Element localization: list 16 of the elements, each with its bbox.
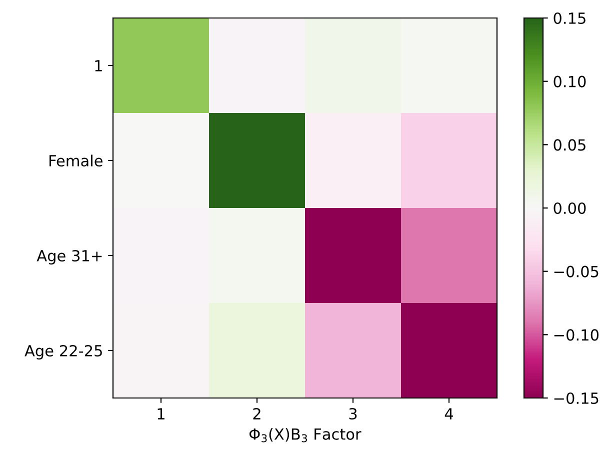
y-tick-label: Female <box>50 154 102 167</box>
color-bar-label: 0.10 <box>554 76 586 88</box>
color-bar-label: 0.00 <box>554 202 586 214</box>
color-bar-label: −0.10 <box>554 329 599 341</box>
y-tick-label: Age 31+ <box>36 250 102 264</box>
y-tick-label: 1 <box>95 60 102 72</box>
x-tick-label: 1 <box>158 408 164 420</box>
color-bar-label: 0.15 <box>554 12 586 24</box>
color-bar-label: −0.15 <box>554 392 598 404</box>
x-tick-label: 2 <box>253 408 260 420</box>
x-tick-label: 3 <box>349 408 357 420</box>
y-tick-label: Age 22-25 <box>24 344 102 360</box>
color-bar-label: −0.05 <box>554 266 598 278</box>
x-axis-title: Φ$_{3}$(X)B$_{3}$ Factor <box>249 428 362 442</box>
x-tick-label: 4 <box>444 408 454 420</box>
color-bar-label: 0.05 <box>554 139 586 151</box>
